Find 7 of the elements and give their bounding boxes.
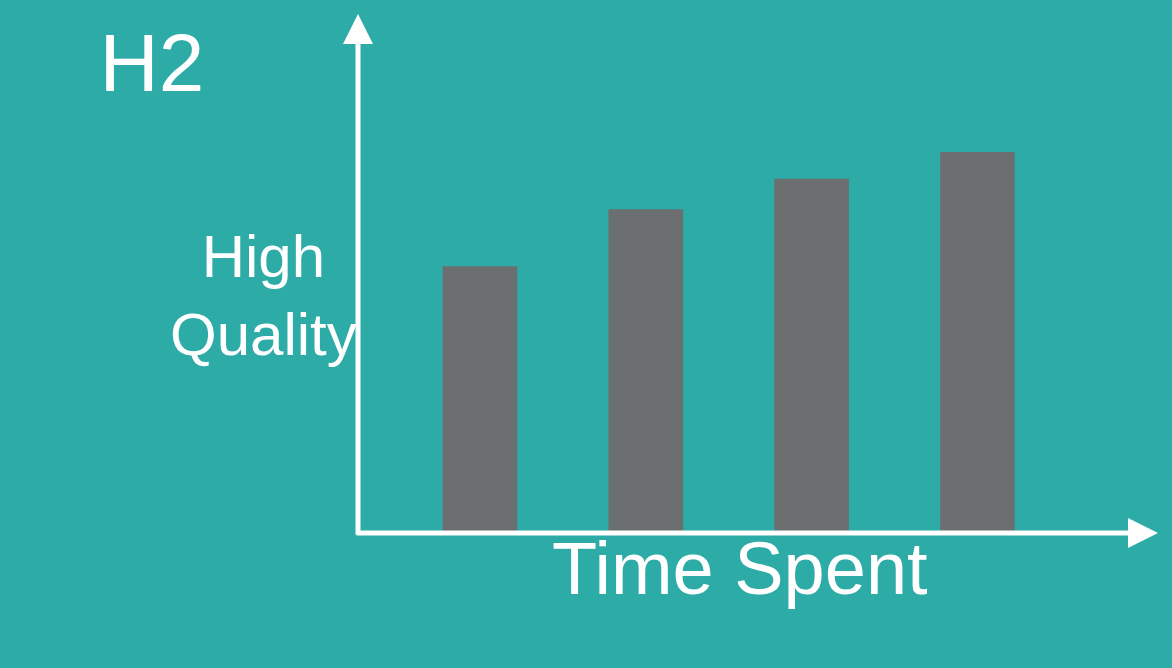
bar: [774, 178, 849, 533]
x-axis-title: Time Spent: [552, 527, 929, 610]
bar: [940, 152, 1015, 533]
chart-title: H2: [99, 16, 205, 108]
y-axis-title: High Quality: [170, 223, 357, 368]
bar: [608, 209, 684, 533]
bar: [442, 266, 518, 533]
